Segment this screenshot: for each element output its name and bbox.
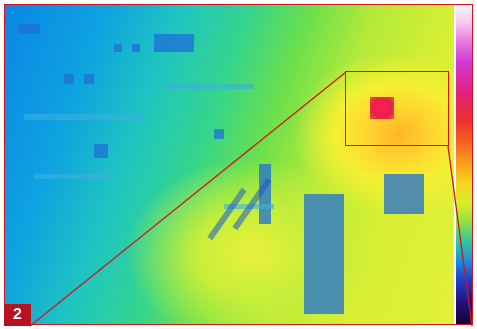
circuit-board-traces xyxy=(18,24,424,314)
thermal-image xyxy=(4,4,454,325)
figure-number-badge: 2 xyxy=(4,304,31,326)
hotspot-chip xyxy=(370,97,394,119)
temperature-color-scale xyxy=(456,4,473,325)
zoom-region-box xyxy=(345,71,449,146)
